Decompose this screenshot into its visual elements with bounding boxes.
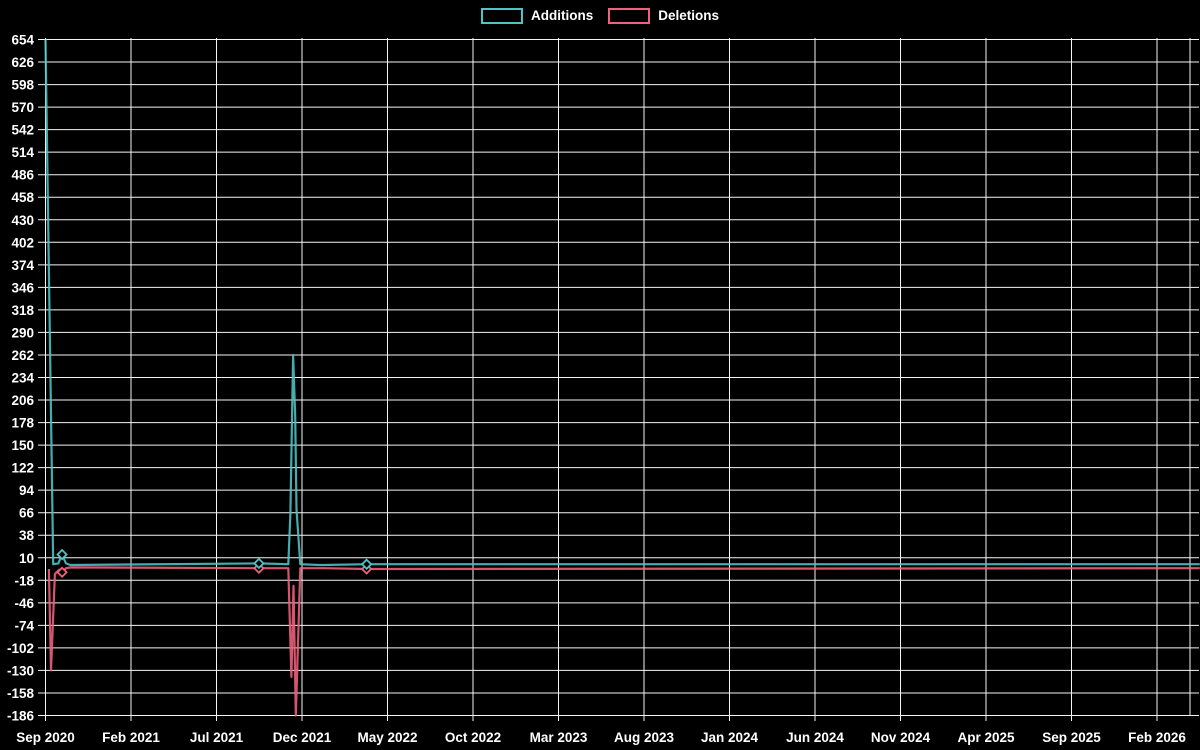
x-axis-label: Dec 2021 — [273, 730, 332, 745]
y-axis-label: 318 — [11, 303, 34, 318]
x-axis-label: Mar 2023 — [530, 730, 588, 745]
y-axis-label: 290 — [11, 325, 34, 340]
deletions-point-marker — [56, 566, 68, 579]
x-axis-label: Sep 2020 — [16, 730, 75, 745]
deletions-swatch — [608, 8, 651, 24]
y-axis-label: 10 — [19, 551, 34, 566]
y-axis-label: -186 — [7, 709, 35, 724]
y-axis-label: 402 — [11, 235, 34, 250]
y-axis-label: 262 — [11, 348, 34, 363]
x-axis-label: Jul 2021 — [190, 730, 244, 745]
y-axis-label: -130 — [7, 663, 34, 678]
y-axis-label: -102 — [7, 641, 34, 656]
y-axis-label: 430 — [11, 213, 34, 228]
y-axis-label: -46 — [14, 596, 34, 611]
y-axis-label: 38 — [19, 528, 35, 543]
x-axis-label: May 2022 — [357, 730, 417, 745]
y-axis-label: 178 — [11, 416, 34, 431]
x-axis-label: Jun 2024 — [786, 730, 844, 745]
y-axis-label: 206 — [11, 393, 34, 408]
legend-item-deletions: Deletions — [608, 8, 719, 24]
y-axis-label: 654 — [11, 33, 34, 48]
x-axis-label: Jan 2024 — [701, 730, 759, 745]
y-axis-label: -158 — [7, 686, 35, 701]
additions-swatch — [480, 8, 523, 24]
additions-point-marker — [360, 558, 373, 570]
y-axis-label: 66 — [19, 506, 35, 521]
y-axis-label: 94 — [19, 483, 35, 498]
x-axis-label: Sep 2025 — [1042, 730, 1101, 745]
x-axis-label: Aug 2023 — [614, 730, 675, 745]
y-axis-label: 542 — [11, 123, 34, 138]
chart-legend: Additions Deletions — [480, 8, 719, 24]
additions-legend-label: Additions — [530, 8, 594, 24]
y-axis-label: 374 — [11, 258, 34, 273]
y-axis-label: -74 — [14, 618, 34, 633]
y-axis-label: 458 — [11, 190, 34, 205]
x-axis-label: Nov 2024 — [871, 730, 931, 745]
y-axis-label: 486 — [11, 168, 34, 183]
y-axis-label: 122 — [11, 461, 34, 476]
additions-point-marker — [253, 557, 265, 570]
x-axis-label: Oct 2022 — [445, 730, 501, 745]
y-axis-label: 570 — [11, 100, 34, 115]
x-axis-label: Feb 2026 — [1128, 730, 1186, 745]
y-axis-label: 598 — [11, 78, 34, 93]
x-axis-label: Apr 2025 — [957, 730, 1015, 745]
y-axis-label: 346 — [11, 280, 34, 295]
y-axis-label: 150 — [11, 438, 34, 453]
y-axis-label: 626 — [11, 55, 34, 70]
legend-item-additions: Additions — [480, 8, 594, 24]
x-axis-label: Feb 2021 — [102, 730, 160, 745]
additions-line — [44, 39, 1200, 567]
additions-point-marker — [56, 548, 68, 561]
y-axis-label: 234 — [11, 371, 34, 386]
y-axis-label: -18 — [14, 573, 34, 588]
deletions-legend-label: Deletions — [658, 8, 720, 24]
y-axis-label: 514 — [11, 145, 34, 160]
